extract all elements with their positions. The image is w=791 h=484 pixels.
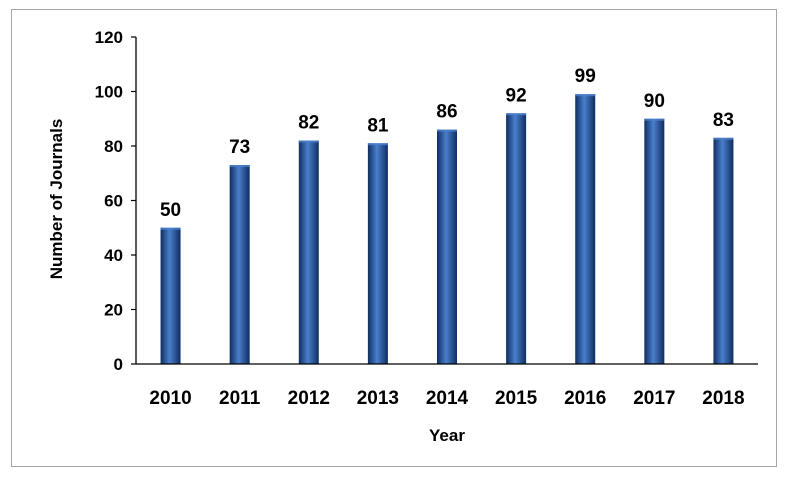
x-tick-label: 2017 <box>633 388 675 409</box>
axes <box>135 37 758 365</box>
bar-highlight <box>713 137 734 140</box>
data-labels: 50 73 82 81 86 92 99 90 83 <box>160 66 734 221</box>
bar-highlight <box>160 227 181 230</box>
y-tick-label: 100 <box>95 83 123 102</box>
bar <box>506 113 527 364</box>
bar <box>298 140 319 364</box>
y-tick-label: 0 <box>114 355 123 374</box>
y-tick-label: 20 <box>104 301 123 320</box>
bar-highlight <box>506 113 527 116</box>
x-tick-label: 2016 <box>564 388 606 409</box>
y-axis-ticks: 0 20 40 60 80 100 120 <box>95 28 136 374</box>
data-label: 86 <box>436 102 457 123</box>
bar-highlight <box>644 118 665 121</box>
bar <box>437 129 457 364</box>
y-axis-title: Number of Journals <box>47 119 66 280</box>
bar-highlight <box>229 165 250 168</box>
bar <box>229 165 250 364</box>
y-tick-label: 80 <box>104 137 123 156</box>
bar-highlight <box>298 140 319 143</box>
data-label: 90 <box>644 91 665 112</box>
x-tick-label: 2011 <box>219 388 261 409</box>
x-tick-label: 2014 <box>426 388 469 409</box>
y-tick-label: 60 <box>104 192 123 211</box>
bar <box>160 227 181 364</box>
bars <box>160 94 734 364</box>
bar <box>644 118 665 364</box>
data-label: 92 <box>506 85 527 106</box>
x-tick-label: 2013 <box>357 388 399 409</box>
bar-highlight <box>437 129 457 132</box>
y-tick-label: 120 <box>95 28 123 47</box>
x-tick-label: 2015 <box>495 388 538 409</box>
bar <box>713 137 734 364</box>
data-label: 73 <box>229 137 250 158</box>
x-axis-title: Year <box>429 426 465 445</box>
bar <box>575 94 596 364</box>
bar-highlight <box>367 143 388 146</box>
x-tick-label: 2012 <box>288 388 330 409</box>
y-tick-label: 40 <box>104 246 123 265</box>
bar <box>367 143 388 364</box>
data-label: 50 <box>160 200 181 221</box>
data-label: 83 <box>713 110 734 131</box>
data-label: 81 <box>367 115 389 136</box>
x-axis-ticks: 2010 2011 2012 2013 2014 2015 2016 2017 2018 <box>149 388 744 409</box>
bar-highlight <box>575 94 596 97</box>
x-tick-label: 2018 <box>702 388 744 409</box>
data-label: 82 <box>298 113 319 134</box>
data-label: 99 <box>575 66 596 87</box>
x-tick-label: 2010 <box>149 388 191 409</box>
